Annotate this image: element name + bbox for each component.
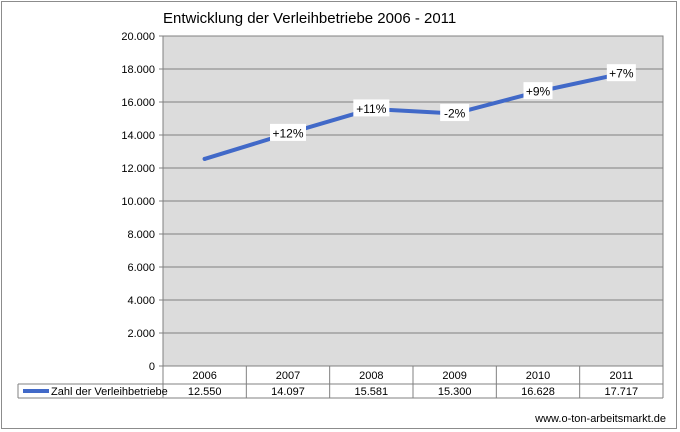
annotation-box (440, 104, 470, 122)
table-value: 16.628 (521, 386, 555, 398)
x-tick-label: 2010 (526, 370, 550, 382)
y-tick-label: 18.000 (121, 64, 155, 76)
x-tick-label: 2006 (192, 370, 216, 382)
x-tick-label: 2009 (442, 370, 466, 382)
annotation-box (270, 123, 306, 141)
annotation-label: +11% (356, 102, 386, 116)
y-tick-label: 0 (149, 361, 155, 373)
y-tick-label: 14.000 (121, 130, 155, 142)
table-value: 17.717 (605, 386, 639, 398)
y-tick-label: 10.000 (121, 196, 155, 208)
x-tick-label: 2007 (276, 370, 300, 382)
annotation-box (523, 82, 553, 100)
y-tick-label: 8.000 (127, 229, 155, 241)
table-value: 12.550 (188, 386, 222, 398)
y-tick-label: 16.000 (121, 97, 155, 109)
table-value: 15.300 (438, 386, 472, 398)
data-point (202, 156, 207, 161)
chart-title: Entwicklung der Verleihbetriebe 2006 - 2… (163, 10, 457, 27)
annotation-box (606, 64, 636, 82)
table-value: 15.581 (355, 386, 389, 398)
y-tick-label: 4.000 (127, 295, 155, 307)
table-value: 14.097 (271, 386, 305, 398)
y-tick-label: 20.000 (121, 31, 155, 43)
annotation-label: +7% (609, 67, 634, 81)
y-tick-label: 6.000 (127, 262, 155, 274)
x-tick-label: 2011 (610, 370, 634, 382)
y-tick-label: 12.000 (121, 163, 155, 175)
x-tick-label: 2008 (359, 370, 383, 382)
legend-label: Zahl der Verleihbetriebe (51, 386, 168, 398)
source-url: www.o-ton-arbeitsmarkt.de (535, 413, 666, 425)
annotation-box (353, 99, 390, 117)
annotation-label: +12% (272, 126, 303, 140)
y-tick-label: 2.000 (127, 328, 155, 340)
annotation-label: -2% (444, 107, 466, 121)
annotation-label: +9% (526, 85, 551, 99)
